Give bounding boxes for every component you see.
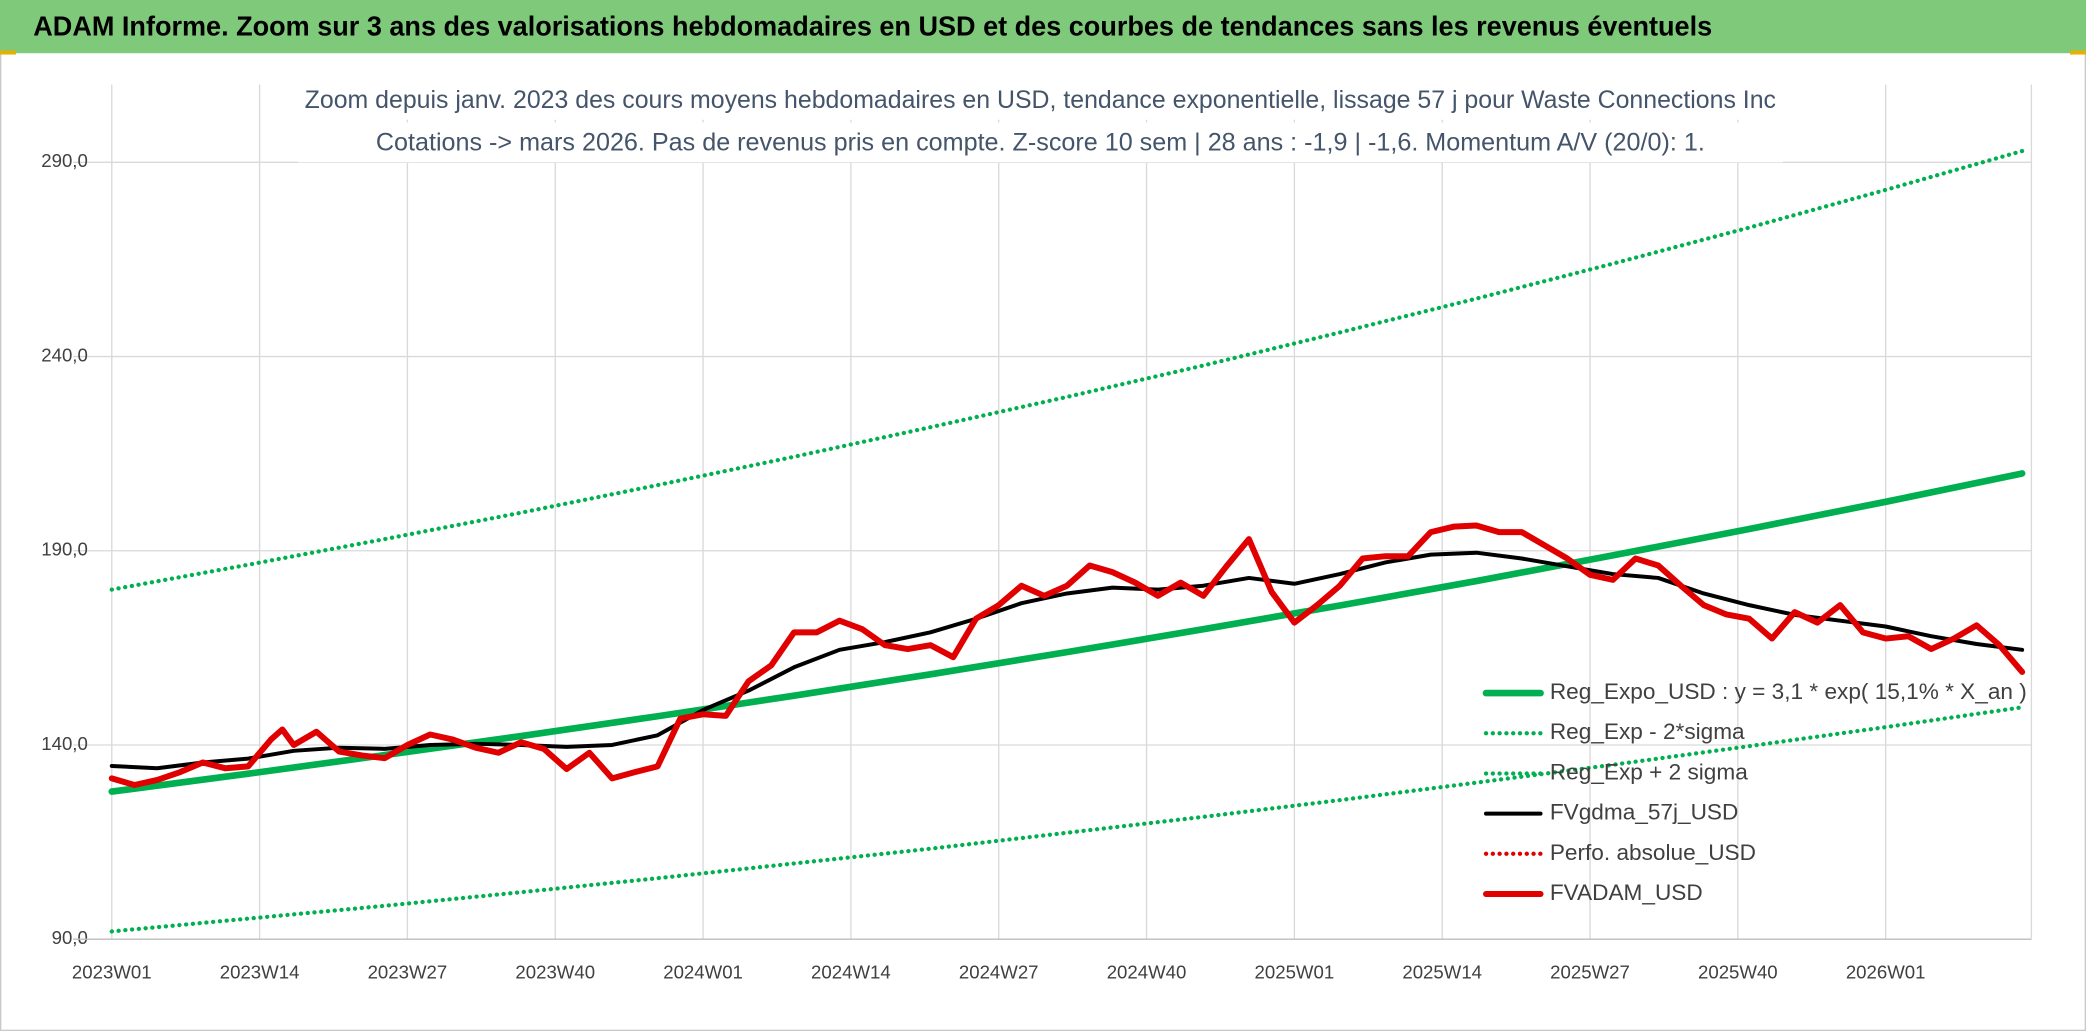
- x-tick-label: 2024W14: [811, 962, 891, 983]
- header-band: [0, 0, 2086, 54]
- chart-title: Zoom depuis janv. 2023 des cours moyens …: [305, 86, 1776, 114]
- x-tick-label: 2023W14: [220, 962, 300, 983]
- x-tick-label: 2025W14: [1402, 962, 1482, 983]
- legend-label: Reg_Expo_USD : y = 3,1 * exp( 15,1% * X_…: [1550, 679, 2027, 704]
- y-tick-label: 90,0: [52, 927, 88, 948]
- title-backdrop: [298, 79, 1783, 120]
- title-backdrop: [298, 122, 1783, 163]
- legend-label: Reg_Exp + 2 sigma: [1550, 759, 1748, 784]
- legend-label: Reg_Exp - 2*sigma: [1550, 719, 1745, 744]
- series-line: [108, 522, 2026, 788]
- series-line: [109, 550, 2025, 771]
- series-line: [109, 148, 2025, 592]
- x-tick-label: 2023W01: [72, 962, 152, 983]
- x-tick-label: 2026W01: [1846, 962, 1926, 983]
- series-line: [108, 470, 2026, 795]
- series-line: [109, 705, 2025, 934]
- x-tick-label: 2025W40: [1698, 962, 1778, 983]
- y-tick-label: 140,0: [41, 733, 88, 754]
- y-tick-label: 240,0: [41, 344, 88, 365]
- legend: Reg_Expo_USD : y = 3,1 * exp( 15,1% * X_…: [1482, 679, 2027, 905]
- corner-accent: [0, 50, 16, 55]
- x-tick-label: 2024W40: [1107, 962, 1187, 983]
- legend-label: FVgdma_57j_USD: [1550, 800, 1739, 825]
- x-tick-label: 2024W01: [663, 962, 743, 983]
- y-tick-label: 190,0: [41, 539, 88, 560]
- x-tick-label: 2023W27: [368, 962, 448, 983]
- x-tick-label: 2024W27: [959, 962, 1039, 983]
- x-tick-label: 2023W40: [515, 962, 595, 983]
- x-tick-label: 2025W27: [1550, 962, 1630, 983]
- corner-accent: [2070, 50, 2086, 55]
- y-tick-label: 290,0: [41, 150, 88, 171]
- x-tick-label: 2025W01: [1255, 962, 1335, 983]
- legend-label: FVADAM_USD: [1550, 880, 1703, 905]
- plot-area: 90,0 140,0 190,0 240,0 290,0 2023W01 2023W14 20…: [41, 84, 2033, 983]
- header-title: ADAM Informe. Zoom sur 3 ans des valoris…: [33, 10, 1712, 41]
- chart-subtitle: Cotations -> mars 2026. Pas de revenus p…: [376, 128, 1705, 156]
- legend-label: Perfo. absolue_USD: [1550, 840, 1756, 865]
